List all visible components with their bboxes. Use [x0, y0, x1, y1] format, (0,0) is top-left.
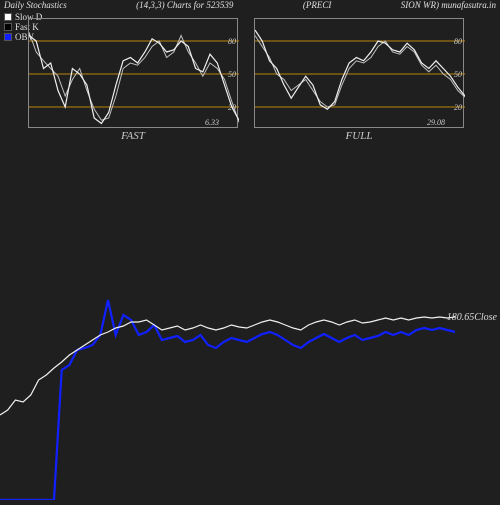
- svg-text:50: 50: [228, 70, 236, 79]
- title-right: SION WR) munafasutra.in: [401, 0, 496, 12]
- svg-text:80: 80: [454, 37, 462, 46]
- full-chart-svg: 20 50 80 29.08: [255, 19, 465, 129]
- fast-chart-svg: 2050806.33: [29, 19, 239, 129]
- main-chart: 180.65Close: [0, 150, 500, 500]
- chart-header: Daily Stochastics (14,3,3) Charts for 52…: [0, 0, 500, 12]
- swatch-icon: [4, 33, 12, 41]
- title-mid2: (PRECI: [303, 0, 332, 12]
- svg-text:50: 50: [454, 70, 462, 79]
- svg-text:6.33: 6.33: [205, 118, 219, 127]
- svg-text:20: 20: [454, 103, 462, 112]
- svg-text:180.65Close: 180.65Close: [447, 312, 498, 323]
- title-left: Daily Stochastics: [4, 0, 67, 12]
- fast-caption: FAST: [28, 130, 238, 142]
- swatch-icon: [4, 23, 12, 31]
- svg-text:29.08: 29.08: [427, 118, 445, 127]
- svg-text:80: 80: [228, 37, 236, 46]
- main-chart-svg: 180.65Close: [0, 150, 500, 500]
- title-mid1: (14,3,3) Charts for 523539: [136, 0, 233, 12]
- fast-stochastic-panel: 2050806.33: [28, 18, 238, 128]
- full-stochastic-panel: 20 50 80 29.08: [254, 18, 464, 128]
- swatch-icon: [4, 13, 12, 21]
- full-caption: FULL: [254, 130, 464, 142]
